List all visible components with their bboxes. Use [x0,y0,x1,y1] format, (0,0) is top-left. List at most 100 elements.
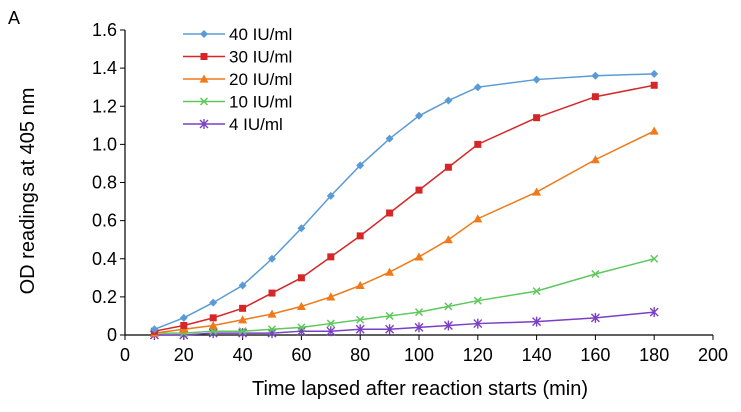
data-point [532,187,542,196]
data-point [326,326,336,337]
x-tick-label: 180 [639,345,669,365]
series-4-iu-ml [149,307,659,340]
data-point [297,274,305,282]
legend-label: 10 IU/ml [229,93,292,112]
data-point [356,315,365,324]
data-point [356,161,365,170]
y-tick-label: 1.0 [92,134,117,154]
data-point [533,114,541,122]
x-tick-label: 140 [522,345,552,365]
series-30-iu-ml [150,81,658,335]
data-point [297,224,306,233]
data-point [385,324,395,335]
data-point [649,126,659,135]
data-point [239,304,247,312]
data-point [355,280,365,290]
data-point [650,254,659,263]
y-tick-label: 1.4 [92,58,117,78]
data-point [649,307,659,318]
data-point [267,309,277,318]
data-point [209,298,218,307]
data-point [385,311,394,320]
legend-entry: 4 IU/ml [183,115,283,134]
y-tick-label: 0 [107,325,117,345]
y-tick-label: 0.6 [92,211,117,231]
legend: 40 IU/ml 30 IU/ml 20 IU/ml 10 IU/ml 4 IU/ml [183,25,292,134]
legend-entry: 30 IU/ml [183,48,292,67]
data-point [414,322,424,333]
data-point [180,321,188,329]
data-point [473,83,482,92]
data-point [591,71,600,80]
y-tick-label: 1.6 [92,20,117,40]
data-point [208,320,218,330]
y-tick-label: 0.8 [92,173,117,193]
data-point [326,191,335,200]
y-tick-label: 0.2 [92,287,117,307]
legend-label: 20 IU/ml [229,70,292,89]
x-tick-label: 160 [580,345,610,365]
data-point [355,324,365,335]
data-point [209,314,217,322]
data-point [443,235,453,244]
data-point [179,313,188,322]
x-tick-label: 200 [698,345,728,365]
plot-area [149,69,659,340]
data-point [590,312,600,323]
series-line [154,130,655,334]
y-tick-label: 0.4 [92,249,117,269]
axes: 0 0.2 0.4 0.6 0.8 1.0 1.2 1.4 1.6 0 20 40 60 80 100 120… [92,20,728,365]
data-point [532,287,541,296]
legend-marker [199,97,209,106]
x-tick-label: 60 [291,345,311,365]
data-point [238,281,247,290]
x-tick-label: 20 [174,345,194,365]
data-point [532,75,541,84]
data-point [443,320,453,331]
data-point [444,96,453,105]
data-point [296,301,306,311]
x-tick-label: 0 [120,345,130,365]
x-tick-label: 40 [233,345,253,365]
data-point [356,232,364,240]
data-point [385,267,395,276]
series-40-iu-ml [150,69,659,334]
data-point [415,111,423,120]
legend-marker [200,30,208,38]
legend-entry: 20 IU/ml [183,70,292,89]
data-point [473,214,483,223]
data-point [590,155,600,164]
data-point [150,325,159,334]
data-point [444,163,452,171]
data-point [650,81,658,89]
data-point [238,327,247,336]
data-point [474,140,482,148]
x-tick-label: 100 [404,345,434,365]
data-point [473,318,483,329]
data-point [208,328,218,339]
data-point [591,93,599,101]
data-point [327,253,335,261]
data-point [415,186,423,194]
legend-marker [200,53,208,60]
legend-entry: 40 IU/ml [183,25,292,44]
data-point [414,308,424,317]
data-point [326,319,335,328]
data-point [386,209,394,217]
data-point [444,302,453,311]
y-axis-title: OD readings at 405 nm [17,88,39,295]
legend-label: 30 IU/ml [229,48,292,67]
data-point [326,292,336,301]
series-10-iu-ml [150,254,659,338]
data-point [385,134,394,143]
x-axis-title: Time lapsed after reaction starts (min) [252,378,588,400]
data-point [297,323,306,332]
x-tick-label: 80 [350,345,370,365]
legend-marker [199,74,209,83]
data-point [532,316,542,327]
data-point [268,254,276,263]
legend-marker [199,119,209,129]
data-point [650,69,659,78]
panel-label: A [8,8,20,28]
y-tick-label: 1.2 [92,96,117,116]
